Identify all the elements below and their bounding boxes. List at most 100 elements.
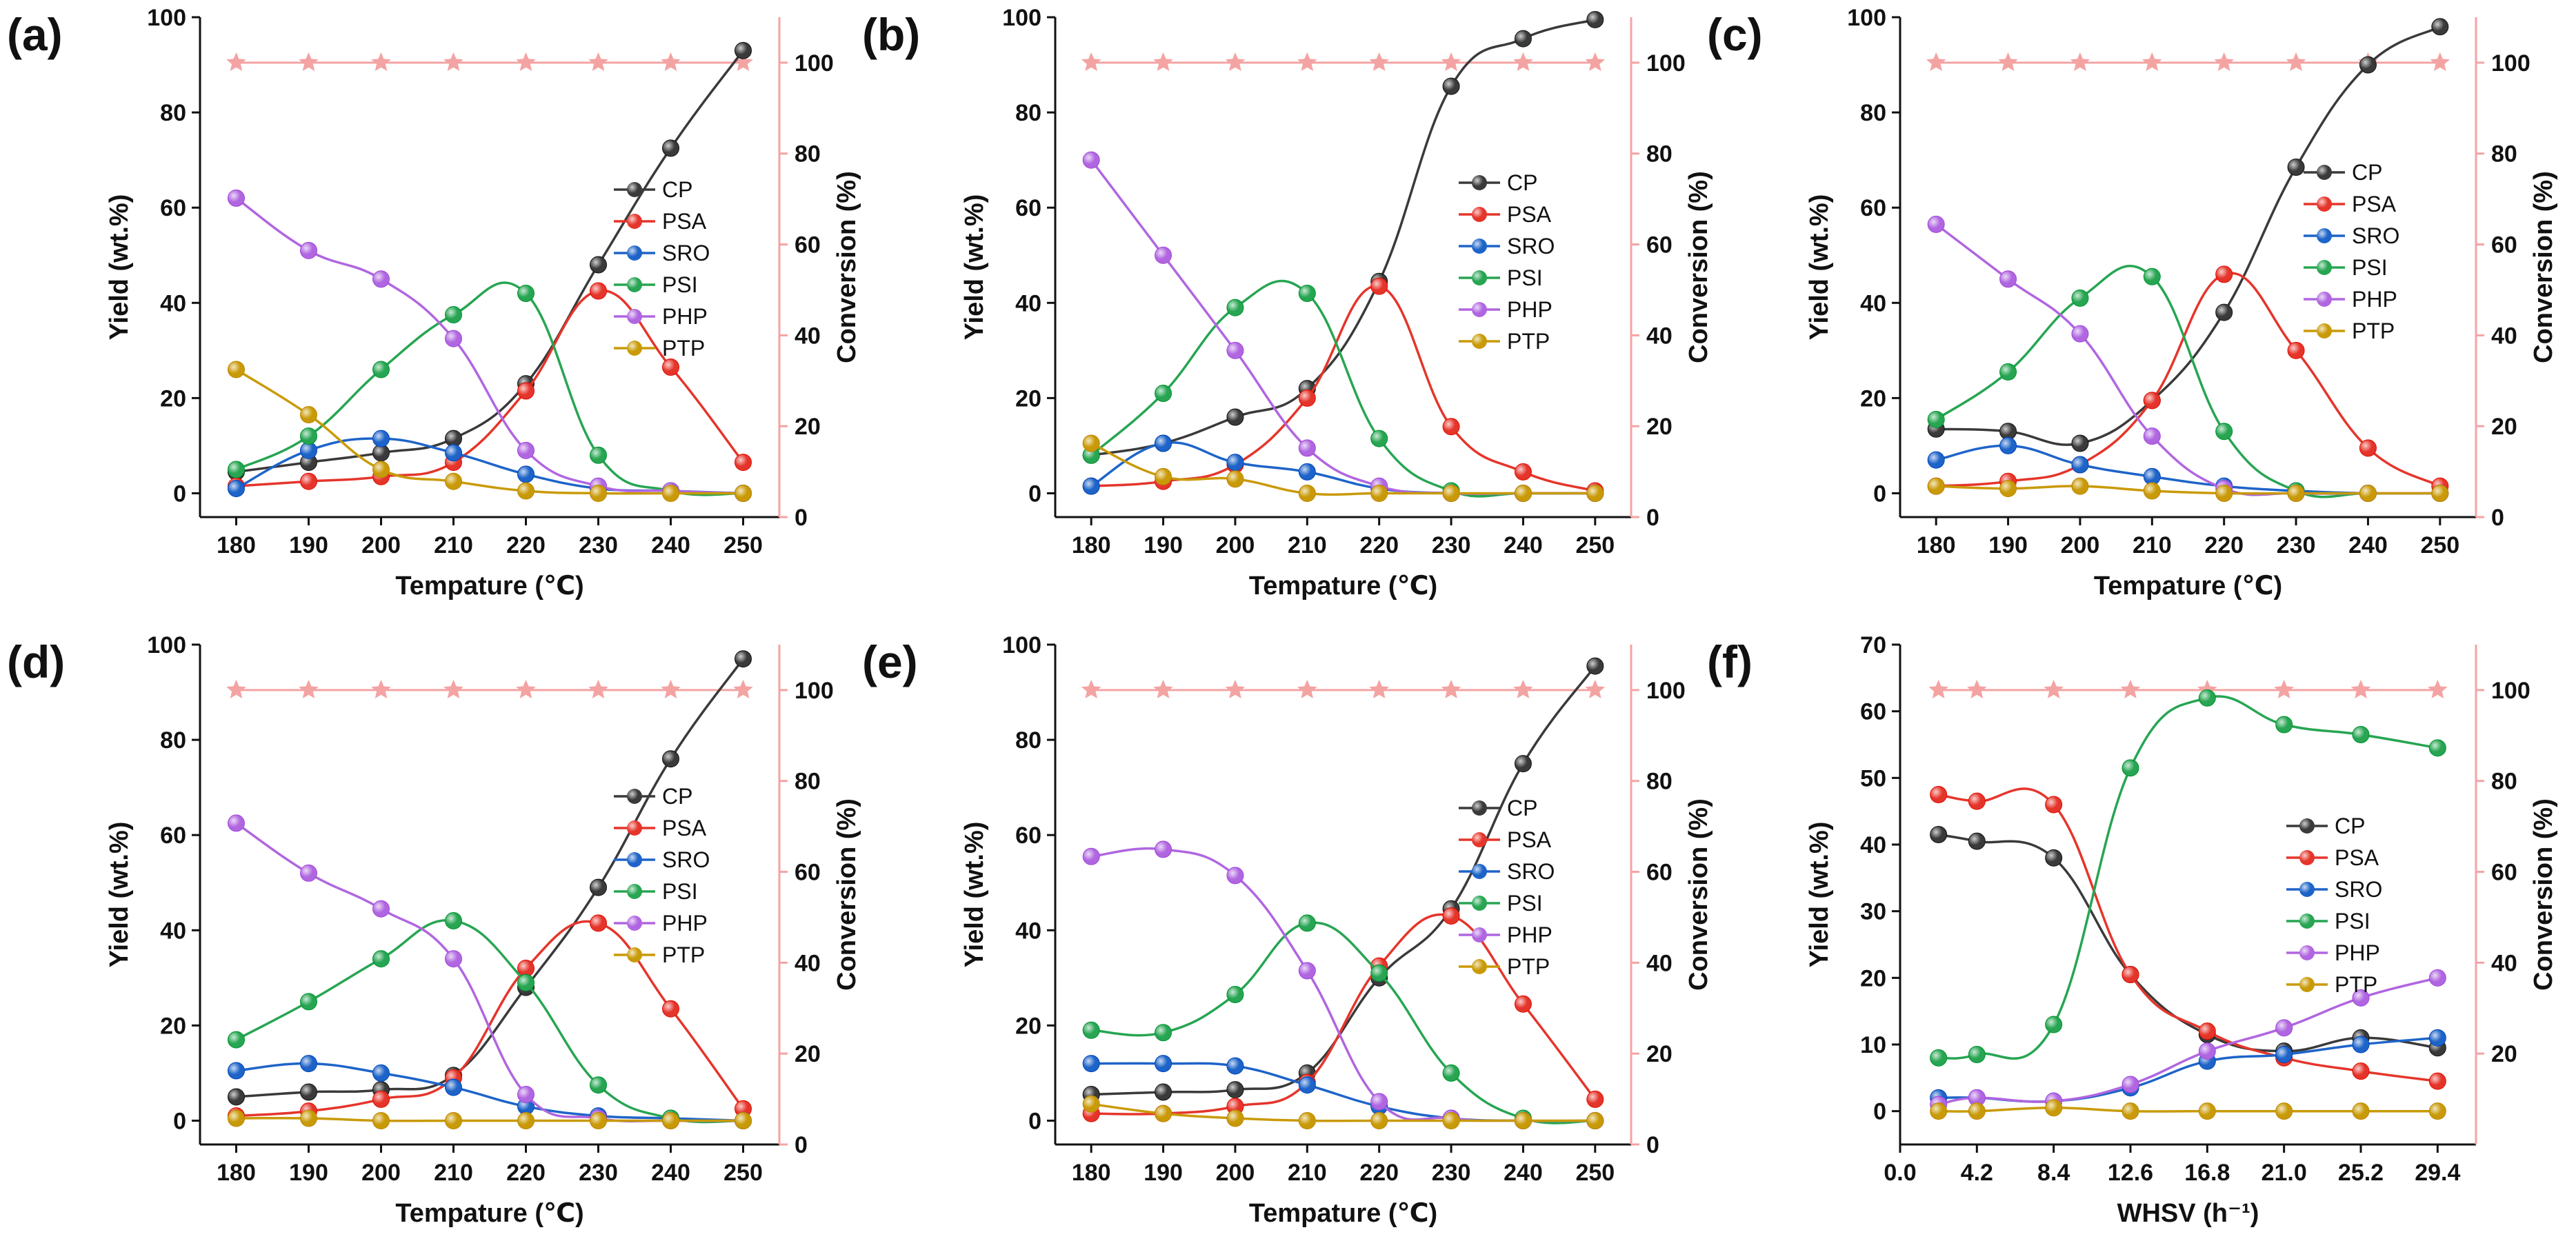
conversion-marker <box>516 52 536 71</box>
y2-tick-label: 60 <box>795 860 821 886</box>
legend-marker <box>1472 334 1487 349</box>
data-point-php <box>445 950 462 968</box>
y-tick-label: 50 <box>1860 765 1886 791</box>
y2-tick-label: 60 <box>2491 860 2517 886</box>
x-tick-label: 210 <box>1288 532 1327 558</box>
conversion-marker <box>1441 679 1461 698</box>
data-point-ptp <box>1298 1111 1316 1129</box>
data-point-php <box>2071 325 2089 343</box>
data-point-ptp <box>1082 434 1100 452</box>
data-point-psi <box>590 1076 607 1094</box>
y2-tick-label: 80 <box>795 141 821 168</box>
conversion-marker <box>443 52 463 71</box>
legend-label-cp: CP <box>662 784 692 809</box>
y-tick-label: 100 <box>147 632 186 658</box>
data-point-ptp <box>1586 1111 1604 1129</box>
x-tick-label: 0.0 <box>1884 1160 1916 1186</box>
data-point-psa <box>2198 1022 2216 1040</box>
data-point-psa <box>2143 392 2161 410</box>
legend-label-cp: CP <box>1507 170 1537 195</box>
data-point-psi <box>2352 726 2370 743</box>
y2-tick-label: 40 <box>1646 950 1673 976</box>
y-tick-label: 80 <box>1860 100 1886 126</box>
legend-marker <box>627 214 642 229</box>
data-point-ptp <box>1298 484 1316 502</box>
legend-label-psi: PSI <box>2352 255 2388 280</box>
legend-label-sro: SRO <box>2352 223 2399 248</box>
data-point-ptp <box>300 406 317 424</box>
y-tick-label: 20 <box>160 1013 186 1039</box>
y-tick-label: 20 <box>1860 965 1886 991</box>
data-point-ptp <box>1226 1109 1244 1127</box>
y2-tick-label: 20 <box>1646 414 1673 440</box>
data-point-ptp <box>1370 1111 1388 1129</box>
y-tick-label: 0 <box>1028 481 1041 507</box>
data-point-psi <box>1927 410 1945 428</box>
x-tick-label: 250 <box>1575 532 1615 558</box>
conversion-marker <box>2428 679 2448 698</box>
data-point-psi <box>228 1031 245 1049</box>
x-tick-label: 4.2 <box>1961 1160 1993 1186</box>
x-tick-label: 200 <box>1216 532 1255 558</box>
series-line-php <box>1091 847 1595 1122</box>
data-point-ptp <box>228 1109 245 1127</box>
x-tick-label: 250 <box>723 1160 763 1186</box>
conversion-marker <box>371 679 391 698</box>
data-point-ptp <box>445 472 462 490</box>
data-point-ptp <box>1999 480 2017 498</box>
legend-marker <box>1472 302 1487 317</box>
y2-axis-label: Conversion (%) <box>2529 798 2558 991</box>
legend-label-ptp: PTP <box>662 336 705 361</box>
x-tick-label: 8.4 <box>2037 1160 2070 1186</box>
y2-tick-label: 40 <box>795 323 821 349</box>
y-tick-label: 0 <box>1873 481 1886 507</box>
x-axis-label: WHSV (h⁻¹) <box>2117 1199 2259 1228</box>
data-point-php <box>1927 215 1945 233</box>
legend-marker <box>2317 260 2332 275</box>
y2-tick-label: 80 <box>795 769 821 795</box>
data-point-sro <box>1155 434 1172 452</box>
legend: CP PSA SRO PSI PHP PTP <box>1459 170 1555 354</box>
data-point-sro <box>1298 463 1316 481</box>
data-point-ptp <box>1927 477 1945 495</box>
legend-marker <box>2317 323 2332 339</box>
y-tick-label: 40 <box>160 290 186 316</box>
y-tick-label: 80 <box>160 100 186 126</box>
legend-label-cp: CP <box>1507 796 1537 820</box>
series-line-psa <box>1936 272 2441 487</box>
data-point-psi <box>300 427 317 445</box>
x-tick-label: 230 <box>1432 1160 1471 1186</box>
legend-label-psa: PSA <box>2335 845 2379 870</box>
data-point-psa <box>2359 439 2377 457</box>
data-point-psa <box>1442 418 1460 436</box>
data-point-ptp <box>2275 1102 2293 1120</box>
data-point-php <box>1298 962 1316 980</box>
conversion-marker <box>1513 52 1533 71</box>
x-tick-label: 230 <box>579 532 618 558</box>
legend-label-psa: PSA <box>662 209 707 234</box>
legend-marker <box>2317 196 2332 212</box>
y-tick-label: 60 <box>160 195 186 221</box>
x-tick-label: 250 <box>2420 532 2459 558</box>
conversion-marker <box>443 679 463 698</box>
data-point-sro <box>228 1062 245 1080</box>
chart-panel: (d) 180 190 200 210 220 230 240 250 0 20 40 60 80 100 0… <box>7 632 861 1228</box>
x-tick-label: 220 <box>506 1160 546 1186</box>
legend: CP PSA SRO PSI PHP PTP <box>614 177 710 361</box>
data-point-psi <box>2143 268 2161 285</box>
series-line-sro <box>236 1062 743 1122</box>
y2-axis-label: Conversion (%) <box>1684 798 1713 991</box>
y2-tick-label: 100 <box>2491 50 2530 77</box>
y-tick-label: 80 <box>160 727 186 754</box>
data-point-sro <box>1927 451 1945 469</box>
x-tick-label: 240 <box>651 532 690 558</box>
x-tick-label: 220 <box>1359 532 1399 558</box>
data-point-psi <box>517 284 535 302</box>
conversion-marker <box>1153 52 1173 71</box>
y-axis-label: Yield (wt.%) <box>1805 822 1834 968</box>
x-tick-label: 200 <box>361 1160 401 1186</box>
data-point-psa <box>590 914 607 932</box>
x-tick-label: 250 <box>723 532 763 558</box>
y2-axis-label: Conversion (%) <box>832 798 861 991</box>
conversion-marker <box>1369 52 1389 71</box>
